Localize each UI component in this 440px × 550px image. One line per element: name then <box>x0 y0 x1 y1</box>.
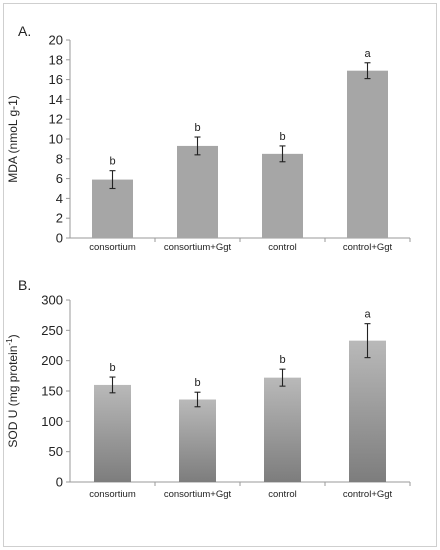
y-tick-label: 0 <box>56 231 63 246</box>
y-tick-label: 4 <box>56 191 63 206</box>
y-tick-label: 50 <box>49 444 63 459</box>
significance-letter: b <box>279 354 285 366</box>
significance-letter: b <box>279 131 285 143</box>
bar-consortium-plus-Ggt <box>179 399 216 482</box>
significance-letter: b <box>109 362 115 374</box>
y-tick-label: 0 <box>56 475 63 490</box>
y-tick-label: 10 <box>49 132 63 147</box>
y-tick-label: 200 <box>41 353 63 368</box>
significance-letter: b <box>109 156 115 168</box>
significance-letter: b <box>194 122 200 134</box>
bar-control-plus-Ggt <box>349 340 386 482</box>
x-category-label: consortium+Ggt <box>164 242 232 253</box>
panel-label: B. <box>18 277 31 293</box>
y-tick-label: 6 <box>56 171 63 186</box>
x-category-label: control+Ggt <box>343 489 393 500</box>
y-tick-label: 150 <box>41 384 63 399</box>
y-tick-label: 2 <box>56 211 63 226</box>
x-category-label: consortium <box>89 242 136 253</box>
y-tick-label: 16 <box>49 72 63 87</box>
x-category-label: control <box>268 242 297 253</box>
bar-control <box>262 153 303 238</box>
x-category-label: control <box>268 489 297 500</box>
y-tick-label: 20 <box>49 33 63 48</box>
y-tick-label: 300 <box>41 293 63 308</box>
bar-control <box>264 377 301 482</box>
x-category-label: control+Ggt <box>343 242 393 253</box>
panel-b: B. SOD U (mg protein-1) 0 50 100 150 200 250 300… <box>5 277 411 500</box>
bar-consortium <box>94 384 131 482</box>
bar-consortium <box>92 179 133 238</box>
y-tick-label: 18 <box>49 52 63 67</box>
y-tick-label: 8 <box>56 151 63 166</box>
panel-a: A. MDA (nmoL g-1) 0 2 4 6 8 10 12 14 16 18 20 b consor… <box>6 23 411 253</box>
y-axis-title-superscript: -1 <box>5 338 14 346</box>
bar-consortium-plus-Ggt <box>177 145 218 238</box>
y-axis-title-text: SOD U (mg protein <box>6 346 20 448</box>
y-axis-title: MDA (nmoL g-1) <box>6 95 20 183</box>
y-tick-label: 12 <box>49 112 63 127</box>
y-axis-title: SOD U (mg protein-1) <box>5 334 20 447</box>
y-axis-title-text: MDA (nmoL g-1) <box>6 95 20 183</box>
x-category-label: consortium <box>89 489 136 500</box>
y-tick-label: 100 <box>41 414 63 429</box>
significance-letter: a <box>364 48 371 60</box>
x-category-label: consortium+Ggt <box>164 489 232 500</box>
significance-letter: a <box>364 309 371 321</box>
significance-letter: b <box>194 377 200 389</box>
y-tick-label: 14 <box>49 92 63 107</box>
y-tick-label: 250 <box>41 323 63 338</box>
y-axis-title-suffix: ) <box>6 334 20 338</box>
panel-label: A. <box>18 23 31 39</box>
figure-border <box>3 3 437 547</box>
bar-control-plus-Ggt <box>347 70 388 238</box>
